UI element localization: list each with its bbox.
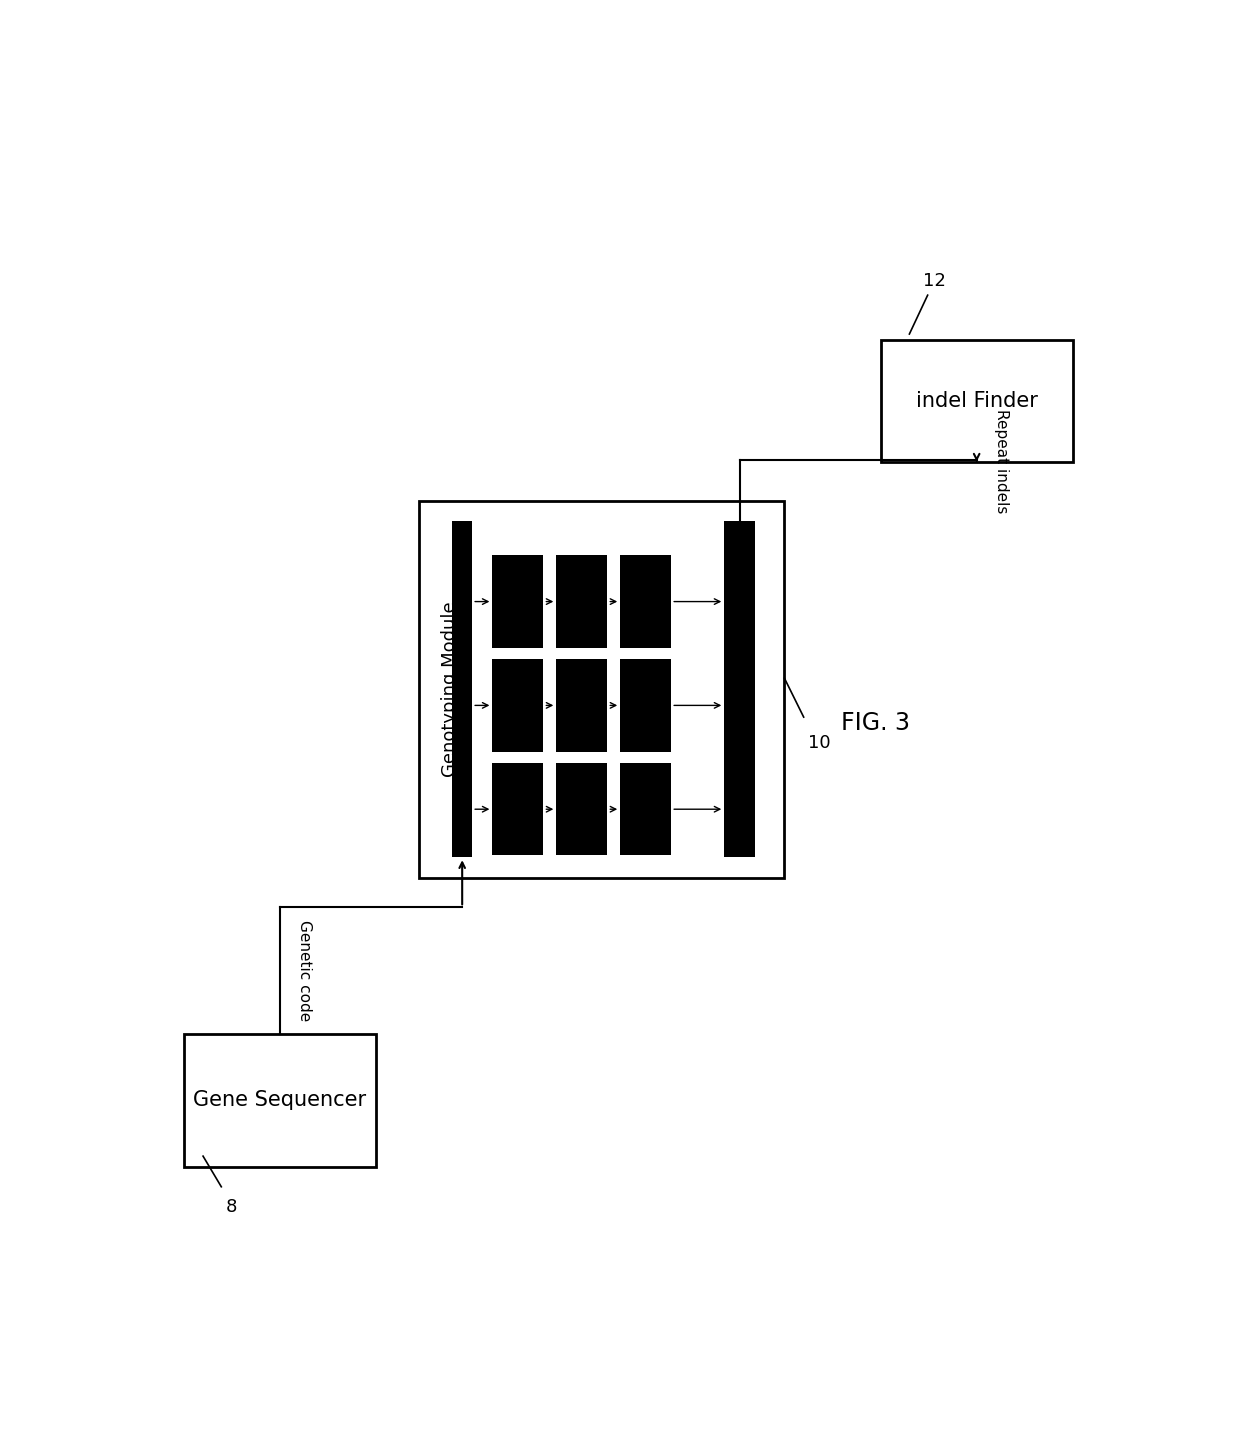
Text: Gene Sequencer: Gene Sequencer <box>193 1090 367 1110</box>
Bar <box>620 763 671 855</box>
Text: Repeat indels: Repeat indels <box>994 410 1009 513</box>
Bar <box>453 522 472 858</box>
Bar <box>492 659 543 751</box>
Text: 12: 12 <box>923 271 946 290</box>
Bar <box>557 659 608 751</box>
Text: FIG. 3: FIG. 3 <box>841 711 910 734</box>
Text: Genotyping Module: Genotyping Module <box>441 601 459 777</box>
Text: Genetic code: Genetic code <box>298 920 312 1021</box>
Text: 8: 8 <box>226 1198 238 1216</box>
Bar <box>557 763 608 855</box>
Bar <box>492 555 543 647</box>
Bar <box>492 763 543 855</box>
Text: 10: 10 <box>808 734 831 751</box>
Bar <box>184 1034 376 1167</box>
Bar <box>620 555 671 647</box>
Bar <box>557 555 608 647</box>
Bar <box>724 522 755 858</box>
Bar <box>419 500 785 878</box>
Bar <box>880 339 1073 461</box>
Bar <box>620 659 671 751</box>
Text: indel Finder: indel Finder <box>915 391 1038 411</box>
